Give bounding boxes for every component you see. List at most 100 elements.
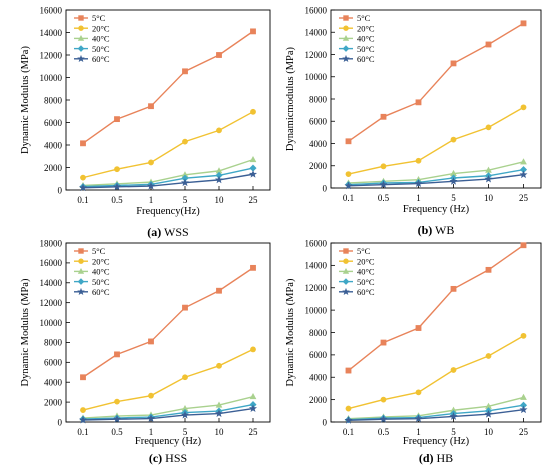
- data-point: [484, 409, 493, 418]
- x-tick-label: 0.5: [111, 195, 123, 205]
- data-point: [114, 116, 120, 123]
- data-point: [520, 393, 527, 400]
- data-point: [148, 338, 154, 345]
- y-tick-label: 14000: [40, 28, 63, 38]
- series-line: [82, 158, 254, 187]
- series-line: [82, 173, 254, 189]
- panel-caption: (b) WB: [418, 223, 455, 237]
- data-point: [484, 174, 493, 183]
- series: [344, 405, 528, 424]
- data-point: [520, 20, 527, 27]
- y-tick-label: 8000: [44, 338, 63, 348]
- legend-marker: [78, 25, 84, 31]
- legend-label: 20°C: [92, 23, 110, 33]
- series: [345, 158, 527, 186]
- data-point: [415, 325, 422, 331]
- data-point: [450, 136, 457, 143]
- data-point: [520, 332, 527, 339]
- series: [80, 264, 256, 381]
- legend-label: 50°C: [357, 277, 375, 287]
- x-axis-label: Frequency (Hz): [403, 204, 470, 215]
- data-point: [485, 353, 492, 359]
- data-point: [520, 104, 527, 111]
- x-tick-label: 5: [451, 193, 456, 203]
- data-point: [520, 242, 527, 249]
- y-tick-label: 4000: [44, 140, 63, 150]
- data-point: [344, 416, 353, 424]
- x-axis-label: Frequency (Hz): [135, 436, 202, 447]
- legend-label: 20°C: [357, 23, 375, 33]
- legend-label: 5°C: [357, 13, 371, 23]
- data-point: [379, 180, 388, 189]
- legend-marker: [343, 25, 349, 31]
- data-point: [380, 396, 387, 403]
- x-tick-label: 0.1: [343, 427, 354, 437]
- data-point: [114, 166, 120, 173]
- data-point: [114, 398, 120, 405]
- y-tick-label: 2000: [44, 397, 63, 407]
- data-point: [485, 41, 492, 48]
- data-point: [344, 181, 353, 190]
- y-tick-label: 2000: [309, 395, 328, 405]
- series-line: [348, 161, 524, 184]
- legend-label: 5°C: [92, 246, 106, 256]
- series-line: [82, 267, 254, 378]
- series-line: [348, 168, 524, 186]
- y-tick-label: 2000: [44, 163, 63, 173]
- data-point: [148, 103, 154, 110]
- legend-marker: [78, 248, 84, 254]
- data-point: [250, 108, 256, 115]
- data-point: [180, 410, 190, 419]
- legend-marker: [78, 258, 84, 264]
- legend-marker: [77, 54, 85, 63]
- x-axis-label: Frequency(Hz): [136, 206, 200, 217]
- chart-panel: 0 2000 4000 6000 8000 10000 12000 14000 16000 180…: [20, 238, 271, 465]
- x-tick-label: 0.1: [343, 193, 354, 203]
- data-point: [148, 159, 154, 166]
- data-point: [485, 124, 492, 131]
- data-point: [414, 414, 423, 423]
- data-point: [345, 367, 352, 374]
- data-point: [114, 351, 120, 358]
- x-tick-label: 25: [519, 427, 529, 437]
- legend-label: 40°C: [357, 34, 375, 44]
- data-point: [216, 287, 222, 294]
- series-line: [348, 408, 524, 422]
- y-tick-label: 14000: [305, 261, 328, 271]
- panel-caption-letter: (b): [418, 223, 433, 237]
- series: [79, 164, 257, 191]
- x-tick-label: 10: [484, 193, 494, 203]
- legend-label: 50°C: [92, 277, 110, 287]
- x-tick-label: 1: [416, 193, 421, 203]
- series-line: [348, 404, 524, 421]
- data-point: [215, 401, 223, 408]
- y-tick-label: 16000: [40, 258, 63, 268]
- series-line: [348, 22, 524, 142]
- y-axis-label: Dynamic Modulus (MPa): [285, 278, 296, 386]
- data-point: [250, 264, 256, 271]
- y-tick-label: 0: [58, 185, 63, 195]
- chart-panel: 0 2000 4000 6000 8000 10000 12000 14000 16000 0.1…: [285, 5, 542, 237]
- series: [344, 170, 528, 190]
- x-tick-label: 1: [149, 427, 154, 437]
- series-line: [82, 407, 254, 421]
- data-point: [180, 178, 190, 187]
- panel-caption-letter: (a): [147, 225, 161, 239]
- data-point: [450, 285, 457, 292]
- legend-marker: [342, 278, 350, 285]
- legend-marker: [77, 278, 85, 285]
- series: [80, 28, 256, 147]
- series-line: [348, 396, 524, 420]
- panel-caption-text: WB: [432, 223, 454, 237]
- data-point: [249, 393, 257, 400]
- data-point: [146, 414, 156, 422]
- x-tick-label: 10: [215, 427, 225, 437]
- y-tick-label: 6000: [309, 350, 328, 360]
- legend-label: 50°C: [92, 44, 110, 54]
- data-point: [214, 409, 224, 417]
- y-axis-label: Dynamic Modulus (MPa): [20, 46, 31, 154]
- series: [80, 346, 256, 413]
- panel-caption: (d) HB: [419, 451, 453, 465]
- data-point: [182, 374, 188, 381]
